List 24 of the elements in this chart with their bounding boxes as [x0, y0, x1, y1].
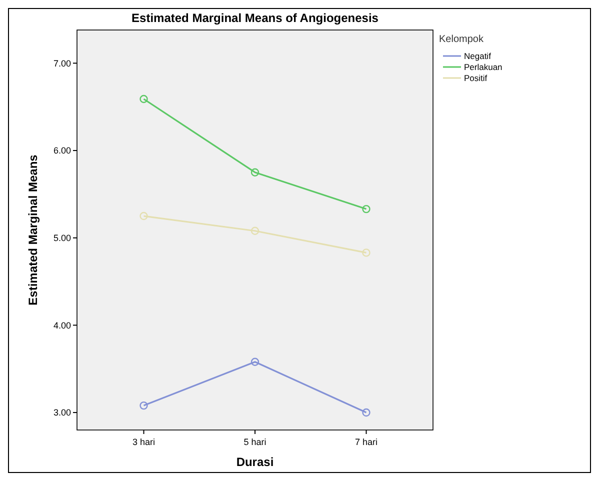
- point: [362, 248, 370, 257]
- point: [140, 212, 148, 220]
- legend-title: Kelompok: [439, 34, 484, 45]
- point: [250, 226, 260, 235]
- point: [250, 168, 260, 176]
- y-axis-title: Estimated Marginal Means: [26, 154, 40, 306]
- point: [140, 94, 148, 104]
- y-tick-label: 5.00: [53, 233, 71, 244]
- chart-title: Estimated Marginal Means of Angiogenesis: [132, 11, 379, 25]
- y-tick-label: 3.00: [53, 408, 71, 418]
- legend-label: Positif: [464, 72, 488, 83]
- x-tick-label: 3 hari: [132, 437, 156, 447]
- point: [250, 358, 260, 366]
- y-tick-label: 7.00: [53, 58, 71, 68]
- legend-label: Perlakuan: [464, 62, 503, 72]
- x-tick-label: 7 hari: [354, 437, 378, 447]
- x-axis-title: Durasi: [236, 455, 274, 469]
- y-tick-label: 6.00: [53, 146, 71, 156]
- point: [362, 408, 370, 417]
- legend-label: Negatif: [464, 50, 492, 61]
- x-tick-label: 5 hari: [244, 437, 266, 447]
- point: [140, 401, 148, 410]
- y-tick-label: 4.00: [53, 320, 71, 330]
- point: [362, 204, 370, 214]
